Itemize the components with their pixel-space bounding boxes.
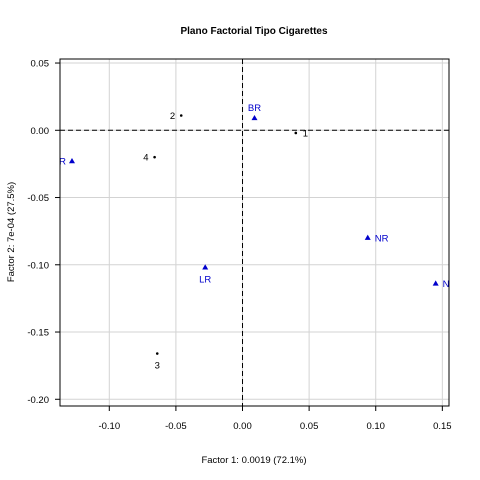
point-3 <box>155 352 159 355</box>
y-tick-label: -0.20 <box>27 395 49 406</box>
point-label-1: 1 <box>303 128 308 139</box>
y-axis-label: Factor 2: 7e-04 (27.5%) <box>6 182 17 282</box>
y-tick-label: -0.15 <box>27 328 49 339</box>
point-n <box>432 280 439 286</box>
point-r <box>68 158 75 164</box>
plot-frame <box>59 58 450 407</box>
chart-title: Plano Factorial Tipo Cigarettes <box>180 26 328 37</box>
point-label-2: 2 <box>170 111 175 122</box>
reference-lines <box>60 59 449 406</box>
y-axis: 0.05 0.00 -0.05 -0.10 -0.15 -0.20 <box>27 59 60 406</box>
point-label-br: BR <box>248 103 261 114</box>
point-lr <box>202 264 209 270</box>
x-tick-label: 0.00 <box>233 421 252 432</box>
y-tick-label: -0.10 <box>27 260 49 271</box>
y-tick-label: -0.05 <box>27 193 49 204</box>
x-axis-label: Factor 1: 0.0019 (72.1%) <box>201 455 306 466</box>
point-labels: 1 2 3 4 BR R LR NR N <box>59 103 450 371</box>
point-label-4: 4 <box>143 153 148 164</box>
x-axis: -0.10 -0.05 0.00 0.05 0.10 0.15 <box>98 406 452 432</box>
point-4 <box>153 155 156 159</box>
data-points <box>68 114 439 355</box>
x-tick-label: 0.15 <box>433 421 452 432</box>
point-nr <box>364 234 371 240</box>
x-tick-label: -0.05 <box>165 421 187 432</box>
point-1 <box>294 131 298 135</box>
point-label-nr: NR <box>375 233 389 244</box>
point-label-n: N <box>443 279 450 290</box>
x-tick-label: -0.10 <box>98 421 120 432</box>
point-2 <box>179 114 183 117</box>
point-label-3: 3 <box>155 361 160 372</box>
x-tick-label: 0.10 <box>366 421 385 432</box>
y-tick-label: 0.05 <box>31 59 50 70</box>
point-br <box>251 114 258 121</box>
point-label-r: R <box>59 157 66 168</box>
point-label-lr: LR <box>199 274 211 285</box>
y-tick-label: 0.00 <box>31 126 50 137</box>
x-tick-label: 0.05 <box>300 421 319 432</box>
